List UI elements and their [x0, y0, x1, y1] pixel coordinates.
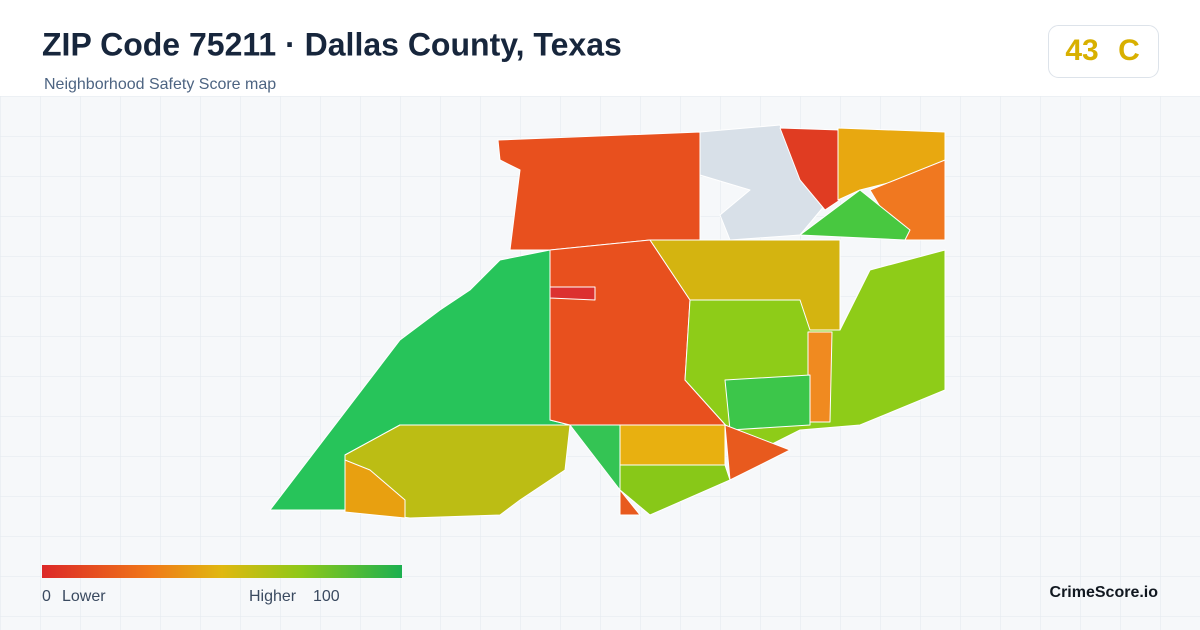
area — [807, 331, 833, 423]
brand: CrimeScore.io — [1050, 584, 1159, 601]
area — [619, 424, 726, 466]
area — [724, 424, 791, 481]
legend-min: 0 — [42, 588, 51, 605]
subtitle: Neighborhood Safety Score map — [44, 76, 276, 93]
area — [779, 127, 841, 211]
area — [724, 374, 811, 431]
area — [549, 286, 596, 301]
area — [569, 424, 621, 491]
legend-max: 100 — [313, 588, 340, 605]
area — [344, 459, 406, 519]
score-value: 43 — [1065, 34, 1098, 67]
title: ZIP Code 75211 · Dallas County, Texas — [42, 26, 622, 62]
score-grade: C — [1118, 34, 1140, 67]
area — [619, 489, 641, 516]
header-band — [0, 0, 1200, 96]
area — [799, 189, 911, 241]
legend-min-label: Lower — [62, 588, 106, 605]
score-badge — [1048, 25, 1159, 78]
map — [269, 124, 946, 519]
legend-max-label: Higher — [249, 588, 297, 605]
area — [497, 131, 701, 251]
legend-gradient — [42, 565, 402, 578]
